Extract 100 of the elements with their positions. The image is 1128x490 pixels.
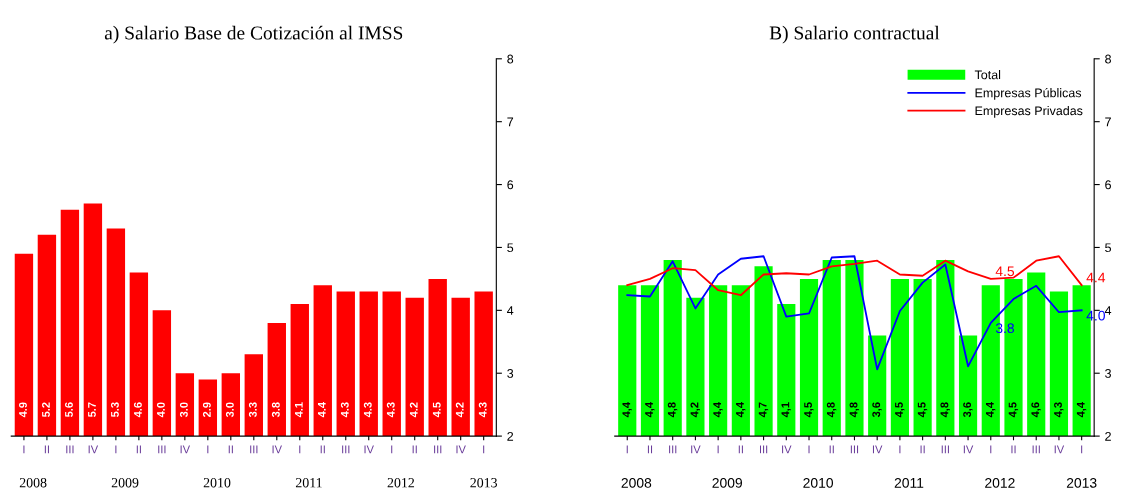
x-tick-label: II: [228, 445, 233, 454]
data-label: 4,6: [1031, 402, 1041, 418]
y-tick-label: 5: [507, 243, 514, 253]
x-tick-label: III: [759, 445, 768, 454]
x-tick-label: I: [990, 445, 992, 454]
y-tick-label: 4: [507, 306, 514, 315]
y-tick-label: 7: [1105, 117, 1111, 127]
data-label: 3.0: [225, 402, 234, 418]
y-tick-label: 5: [1105, 243, 1111, 253]
data-label: 4,3: [1054, 402, 1064, 418]
x-tick-label: IV: [963, 445, 974, 454]
x-tick-label: II: [829, 445, 834, 454]
text: 2013: [1066, 477, 1097, 488]
data-label: 4,4: [645, 402, 655, 418]
x-tick-label: II: [44, 445, 49, 454]
data-label: 5.7: [88, 402, 96, 418]
data-label: 4,8: [826, 402, 837, 418]
data-label: 4.3: [363, 402, 372, 418]
x-tick-label: I: [1081, 445, 1083, 454]
x-tick-label: II: [320, 445, 325, 454]
y-tick-label: 3: [1105, 369, 1111, 378]
x-tick-label: II: [412, 445, 417, 454]
data-label: 4.1: [295, 402, 303, 418]
y-tick-label: 8: [507, 54, 514, 64]
legend-label: Empresas Privadas: [975, 106, 1083, 118]
data-label: 4,5: [1008, 402, 1019, 418]
x-tick-label: III: [1032, 445, 1040, 454]
legend-label: Empresas Públicas: [975, 87, 1082, 100]
data-label: 4.5: [432, 402, 441, 418]
data-label: 4,4: [622, 402, 632, 418]
text: 2011: [295, 478, 322, 488]
data-label: 4.9: [19, 402, 27, 418]
x-tick-label: IV: [88, 445, 99, 454]
data-label: 4,1: [781, 402, 791, 418]
x-tick-label: III: [941, 445, 949, 454]
data-label: 4,4: [1076, 402, 1087, 418]
y-tick-label: 6: [1105, 180, 1111, 190]
data-label: 4,8: [940, 402, 950, 418]
x-tick-label: II: [136, 445, 141, 454]
data-label: 3,6: [872, 402, 882, 418]
data-label: 4.3: [340, 402, 349, 418]
x-tick-label: I: [115, 445, 117, 454]
y-tick-label: 8: [1105, 54, 1111, 64]
x-tick-label: III: [669, 445, 677, 454]
data-label: 4.5: [995, 266, 1015, 277]
x-tick-label: II: [738, 445, 743, 454]
data-label: 4,5: [917, 402, 928, 418]
data-label: 4.3: [386, 402, 395, 418]
data-label: 4,4: [986, 402, 996, 418]
y-tick-label: 2: [507, 431, 514, 441]
data-label: 4,8: [849, 402, 860, 418]
x-tick-label: II: [1011, 445, 1016, 454]
chart-title: B) Salario contractual: [769, 25, 940, 44]
data-label: 4,4: [736, 402, 746, 418]
data-label: 3,6: [963, 402, 973, 418]
x-tick-label: I: [483, 445, 485, 454]
text: 2008: [621, 477, 652, 488]
data-label: 4.6: [133, 402, 142, 418]
data-label: 4,5: [804, 402, 814, 418]
data-label: 4,8: [667, 402, 678, 418]
data-label: 4.0: [156, 402, 165, 418]
data-label: 4.2: [455, 402, 464, 418]
text: 2012: [985, 477, 1015, 488]
line-series: [626, 255, 1083, 297]
y-tick-label: 4: [1104, 306, 1112, 315]
x-tick-label: I: [899, 445, 901, 454]
line-series: [626, 255, 1083, 371]
y-tick-label: 6: [507, 180, 514, 190]
data-label: 4,5: [895, 402, 905, 418]
x-tick-label: II: [647, 445, 653, 454]
text: 2010: [803, 477, 834, 488]
data-label: 5.6: [65, 402, 73, 418]
y-tick-label: 2: [1105, 431, 1111, 441]
data-label: 2.9: [202, 402, 211, 418]
data-label: 5.2: [42, 402, 50, 418]
data-label: 3.8: [271, 402, 280, 418]
x-tick-label: II: [920, 445, 925, 454]
data-label: 4,7: [758, 402, 769, 418]
text: 2013: [470, 478, 498, 488]
x-tick-label: I: [717, 445, 719, 454]
x-tick-label: I: [391, 445, 393, 454]
x-tick-label: III: [250, 445, 258, 454]
x-tick-label: III: [434, 445, 442, 454]
x-tick-label: I: [23, 445, 25, 454]
x-tick-label: IV: [691, 445, 701, 454]
x-tick-label: IV: [272, 445, 282, 454]
text: 2009: [111, 478, 139, 488]
data-label: 4.2: [409, 402, 418, 418]
x-tick-label: I: [808, 445, 810, 454]
x-tick-label: IV: [456, 445, 466, 454]
legend-label: Total: [974, 70, 1001, 80]
x-tick-label: IV: [1054, 445, 1065, 454]
data-label: 3.0: [179, 402, 188, 418]
x-tick-label: III: [342, 445, 350, 454]
data-label: 4,4: [713, 402, 723, 418]
data-label: 4.4: [317, 402, 326, 418]
y-tick-label: 3: [507, 369, 514, 378]
data-label: 4,2: [690, 402, 701, 418]
x-tick-label: III: [850, 445, 859, 454]
text: 2008: [19, 478, 47, 488]
